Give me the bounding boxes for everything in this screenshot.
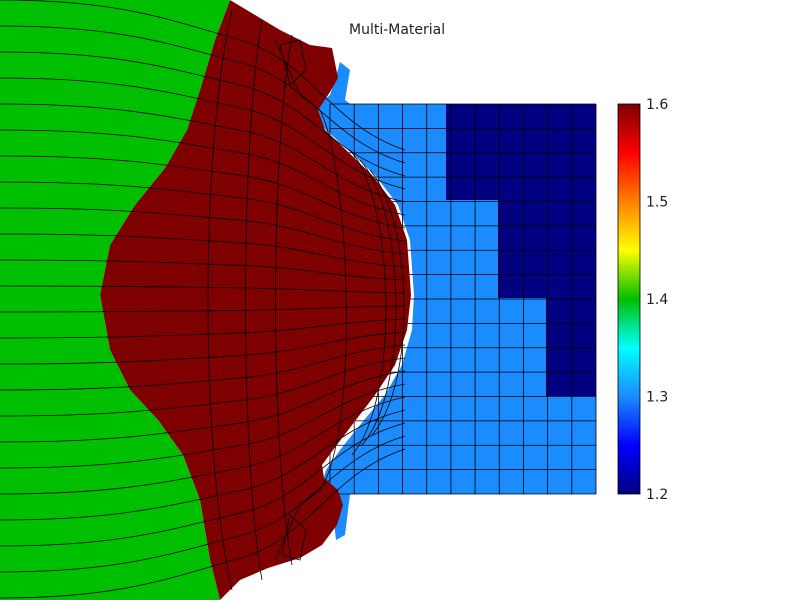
colorbar: 1.6 1.5 1.4 1.3 1.2 <box>618 97 668 503</box>
colorbar-ticks: 1.6 1.5 1.4 1.3 1.2 <box>646 97 668 503</box>
colorbar-tick-label: 1.3 <box>646 390 668 406</box>
colorbar-gradient-bar <box>618 104 640 494</box>
colorbar-tick-label: 1.2 <box>646 487 668 503</box>
colorbar-tick-label: 1.5 <box>646 195 668 211</box>
colorbar-tick-label: 1.6 <box>646 97 668 113</box>
colorbar-tick-label: 1.4 <box>646 292 668 308</box>
